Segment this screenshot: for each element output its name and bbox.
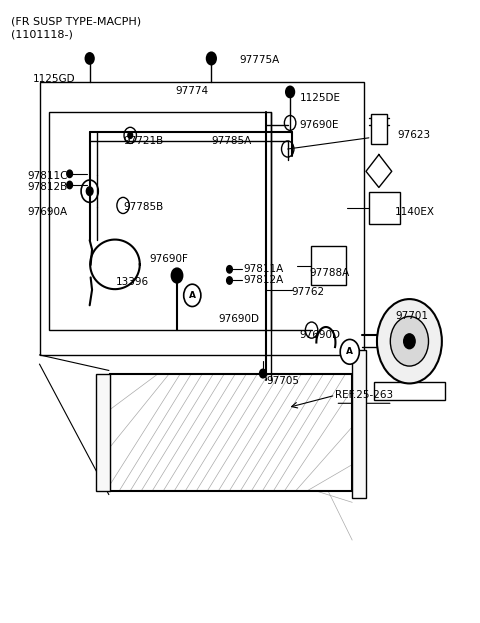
Circle shape (340, 340, 360, 364)
Text: 97690D: 97690D (300, 330, 341, 340)
Text: 97775A: 97775A (239, 55, 279, 65)
Text: 97690A: 97690A (28, 207, 68, 217)
Text: 13396: 13396 (116, 277, 149, 287)
Circle shape (260, 369, 266, 378)
Text: 1125DE: 1125DE (300, 93, 341, 103)
Circle shape (227, 277, 232, 284)
Text: 97785A: 97785A (211, 136, 252, 146)
Circle shape (404, 334, 415, 349)
Circle shape (67, 170, 72, 178)
Bar (49, 112, 271, 330)
Circle shape (227, 265, 232, 273)
Text: 97788A: 97788A (309, 268, 349, 278)
Bar (352, 350, 366, 498)
Text: 97774: 97774 (176, 87, 209, 97)
Text: 97811C: 97811C (28, 171, 68, 181)
Text: 97811A: 97811A (244, 264, 284, 274)
Text: REF.25-263: REF.25-263 (336, 390, 394, 400)
Bar (96, 374, 110, 492)
Text: 97690E: 97690E (300, 120, 339, 130)
Text: 97785B: 97785B (123, 202, 163, 212)
Circle shape (184, 284, 201, 307)
Text: (1101118-): (1101118-) (11, 29, 73, 39)
Text: 97812B: 97812B (28, 183, 68, 193)
Circle shape (377, 299, 442, 383)
Bar (311, 246, 347, 285)
Text: 1140EX: 1140EX (395, 207, 435, 217)
Bar (373, 381, 445, 400)
Circle shape (206, 52, 216, 65)
Bar (110, 374, 352, 492)
Circle shape (286, 87, 294, 98)
Bar (39, 82, 364, 355)
Bar (369, 192, 400, 224)
Text: 97721B: 97721B (123, 136, 163, 146)
Text: A: A (346, 347, 353, 356)
Circle shape (67, 181, 72, 189)
Text: 97762: 97762 (291, 287, 324, 297)
Text: 1125GD: 1125GD (33, 74, 75, 84)
Text: 97812A: 97812A (244, 275, 284, 285)
Circle shape (390, 316, 429, 366)
Bar (371, 114, 386, 144)
Text: (FR SUSP TYPE-MACPH): (FR SUSP TYPE-MACPH) (11, 17, 141, 27)
Text: 97690D: 97690D (218, 314, 260, 324)
Text: 97690F: 97690F (149, 254, 188, 264)
Text: 97623: 97623 (397, 130, 431, 140)
Circle shape (85, 53, 94, 64)
Circle shape (171, 268, 183, 283)
Circle shape (128, 132, 132, 138)
Text: 97701: 97701 (395, 312, 428, 321)
Circle shape (86, 187, 93, 196)
Text: A: A (189, 291, 196, 300)
Text: 97705: 97705 (266, 376, 299, 386)
